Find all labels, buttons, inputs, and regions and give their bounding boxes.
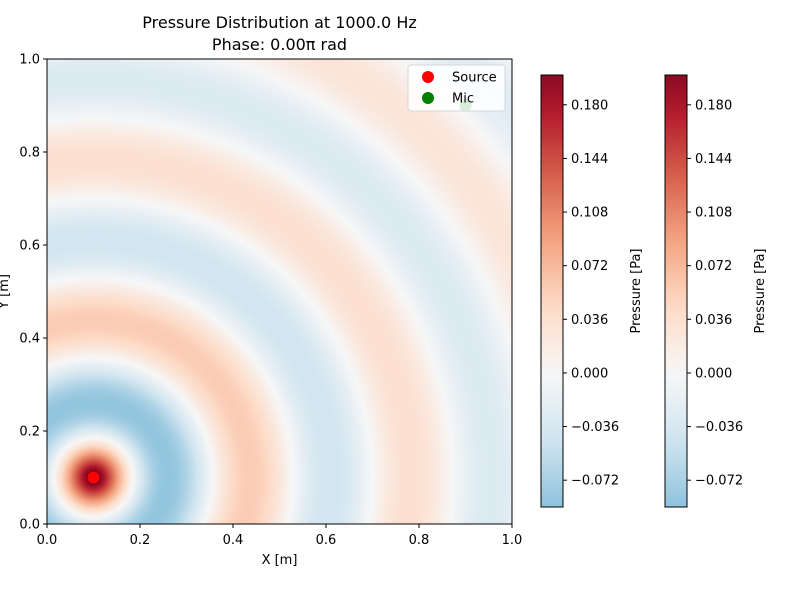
y-tick-label: 1.0 — [19, 53, 40, 68]
y-tick-label: 0.2 — [19, 425, 40, 440]
colorbar-tick-label: 0.108 — [571, 206, 608, 221]
colorbar-frame — [664, 74, 688, 508]
colorbar-gradient — [665, 75, 687, 507]
pressure-heatmap — [47, 59, 512, 524]
source-marker — [87, 471, 100, 484]
x-tick-label: 1.0 — [502, 533, 523, 548]
colorbar-tick-label: 0.036 — [571, 313, 608, 328]
colorbar-tick-label: 0.180 — [695, 98, 732, 113]
colorbar-tick-label: 0.144 — [571, 152, 608, 167]
y-axis: 0.0 0.2 0.4 0.6 0.8 1.0 — [19, 53, 47, 533]
colorbar-label: Pressure [Pa] — [629, 248, 644, 333]
colorbar-tick-label: −0.072 — [695, 474, 743, 489]
legend-source-label: Source — [452, 71, 497, 86]
colorbar-1: −0.072 −0.036 0.000 0.036 0.072 0.108 0.144 0.1… — [540, 74, 644, 508]
colorbar-tick-label: 0.072 — [695, 259, 732, 274]
legend-source-marker — [422, 71, 434, 83]
y-axis-label: Y [m] — [0, 274, 12, 310]
y-tick-label: 0.4 — [19, 332, 40, 347]
x-tick-label: 0.4 — [223, 533, 244, 548]
colorbar-frame — [540, 74, 564, 508]
plot-area — [46, 58, 513, 525]
colorbar-tick-label: 0.180 — [571, 98, 608, 113]
x-tick-label: 0.8 — [409, 533, 430, 548]
colorbar-tick-label: 0.072 — [571, 259, 608, 274]
colorbar-tick-label: 0.036 — [695, 313, 732, 328]
colorbar-tick-label: 0.000 — [695, 366, 732, 381]
colorbar-tick-label: −0.036 — [695, 420, 743, 435]
chart-title: Pressure Distribution at 1000.0 Hz — [142, 13, 417, 32]
y-tick-label: 0.0 — [19, 518, 40, 533]
x-tick-label: 0.2 — [130, 533, 151, 548]
legend-mic-marker — [422, 92, 434, 104]
y-tick-label: 0.8 — [19, 146, 40, 161]
x-axis-label: X [m] — [262, 553, 298, 568]
colorbar-tick-label: 0.000 — [571, 366, 608, 381]
y-tick-label: 0.6 — [19, 239, 40, 254]
x-tick-label: 0.0 — [37, 533, 58, 548]
legend-mic-label: Mic — [452, 92, 474, 107]
colorbar-label: Pressure [Pa] — [753, 248, 768, 333]
colorbar-tick-label: 0.144 — [695, 152, 732, 167]
colorbar-tick-label: 0.108 — [695, 206, 732, 221]
colorbar-tick-label: −0.036 — [571, 420, 619, 435]
x-axis: 0.0 0.2 0.4 0.6 0.8 1.0 — [37, 524, 523, 548]
legend: Source Mic — [407, 64, 506, 112]
x-tick-label: 0.6 — [316, 533, 337, 548]
colorbar-tick-label: −0.072 — [571, 474, 619, 489]
axes-frame — [46, 58, 513, 525]
chart-subtitle: Phase: 0.00π rad — [212, 35, 347, 54]
colorbar-gradient — [541, 75, 563, 507]
colorbar-2: −0.072 −0.036 0.000 0.036 0.072 0.108 0.144 0.1… — [664, 74, 768, 508]
